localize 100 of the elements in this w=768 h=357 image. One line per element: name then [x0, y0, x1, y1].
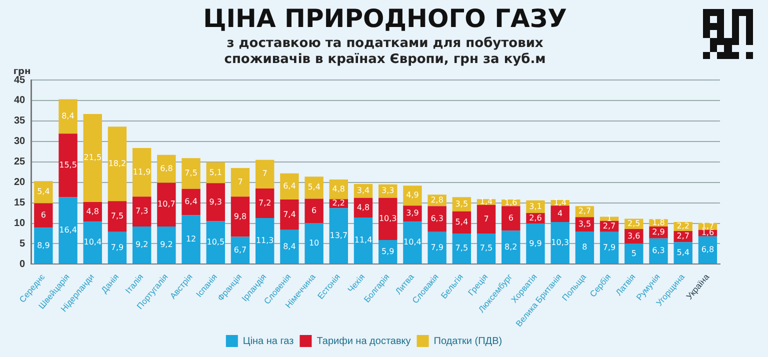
bar	[132, 196, 152, 227]
data-label: 2,7	[676, 232, 690, 241]
data-label: 9,9	[529, 238, 542, 248]
data-label: 8,9	[37, 240, 50, 250]
bar	[526, 224, 545, 264]
bar	[108, 126, 127, 202]
data-label: 7,5	[110, 212, 124, 221]
chart-title: ЦІНА ПРИРОДНОГО ГАЗУ	[202, 4, 568, 34]
data-label: 1,8	[652, 218, 665, 227]
data-label: 4,8	[86, 206, 99, 216]
data-label: 15,5	[59, 160, 77, 170]
legend-label: Ціна на газ	[242, 336, 294, 347]
bar	[452, 234, 472, 264]
bar	[230, 168, 250, 197]
data-label: 3,1	[529, 202, 542, 211]
bar	[304, 176, 324, 199]
data-label: 4,9	[406, 190, 419, 200]
data-label: 3,9	[406, 208, 419, 218]
bar	[403, 222, 422, 264]
data-label: 21,5	[84, 153, 102, 162]
data-label: 10,3	[551, 238, 569, 247]
bar	[108, 232, 127, 264]
data-label: 3,3	[381, 186, 394, 196]
bar	[182, 215, 200, 264]
data-label: 2,6	[529, 213, 542, 222]
data-label: 7,3	[135, 206, 148, 216]
bar	[649, 238, 668, 264]
data-label: 9,2	[135, 240, 148, 250]
bar	[34, 181, 53, 204]
bar	[428, 232, 446, 264]
bar	[452, 211, 472, 234]
bar	[329, 208, 348, 264]
data-label: 8,2	[504, 242, 518, 252]
bar	[157, 226, 176, 264]
bar	[378, 240, 398, 264]
data-label: 11,4	[354, 236, 372, 245]
data-label: 5	[631, 248, 636, 258]
bar	[403, 186, 422, 206]
y-tick-label: 45	[14, 74, 26, 86]
data-label: 7,9	[110, 242, 124, 252]
data-label: 6,3	[652, 246, 665, 256]
y-tick-label: 10	[14, 218, 26, 230]
data-label: 6,8	[160, 164, 173, 173]
data-label: 2,9	[652, 228, 665, 237]
data-label: 6	[312, 206, 317, 216]
data-label: 12	[186, 234, 196, 244]
data-label: 2,2	[676, 222, 690, 231]
data-label: 7	[262, 169, 268, 178]
bar	[256, 188, 274, 218]
data-label: 8	[582, 242, 588, 252]
data-label: 7,5	[455, 244, 468, 253]
data-label: 9,8	[234, 212, 247, 221]
data-label: 1	[606, 214, 612, 223]
data-label: 13,7	[330, 230, 348, 240]
data-label: 1,6	[701, 228, 714, 238]
legend-label: Тарифи на доставку	[316, 336, 411, 347]
data-label: 6,4	[184, 197, 198, 206]
bar	[256, 218, 274, 264]
data-label: 2,7	[602, 221, 616, 230]
data-label: 10,5	[206, 238, 225, 247]
bar	[58, 99, 78, 134]
data-label: 10,7	[158, 200, 176, 209]
data-label: 7,5	[184, 168, 198, 178]
data-label: 18,2	[108, 158, 126, 168]
data-label: 8,4	[283, 242, 296, 251]
data-label: 3,6	[628, 231, 640, 240]
data-label: 3,5	[455, 199, 468, 208]
y-axis-title: грн	[13, 66, 31, 77]
data-label: 7,9	[602, 242, 616, 252]
data-label: 5,4	[308, 182, 320, 192]
data-label: 3,4	[356, 186, 370, 196]
bar	[304, 198, 324, 224]
bar	[83, 222, 102, 264]
bar	[230, 236, 250, 264]
bar	[550, 206, 570, 222]
data-label: 6,4	[283, 182, 296, 191]
y-tick-label: 40	[14, 95, 26, 106]
data-label: 5,9	[381, 246, 394, 256]
bar	[600, 232, 619, 264]
bar	[428, 206, 446, 232]
data-label: 7	[484, 214, 489, 224]
bar	[182, 158, 200, 189]
data-label: 8,4	[62, 112, 74, 121]
y-tick-label: 25	[14, 156, 26, 168]
bar	[230, 196, 250, 237]
data-label: 7,4	[283, 210, 296, 219]
bar	[280, 200, 299, 230]
y-tick-label: 0	[20, 258, 26, 270]
y-tick-label: 20	[14, 177, 26, 188]
data-label: 6	[40, 210, 46, 220]
data-label: 9,3	[209, 197, 222, 206]
data-label: 1,4	[480, 197, 493, 206]
data-label: 10,3	[378, 214, 397, 224]
data-label: 7	[238, 177, 243, 186]
chart-subtitle: з доставкою та податками для побутових споживачів в країнах Європи, грн за куб.м	[223, 36, 547, 68]
y-tick-label: 30	[14, 136, 26, 148]
data-label: 2,8	[430, 195, 444, 204]
bar	[182, 188, 200, 216]
data-label: 6	[508, 213, 514, 222]
data-label: 6,3	[430, 214, 444, 224]
